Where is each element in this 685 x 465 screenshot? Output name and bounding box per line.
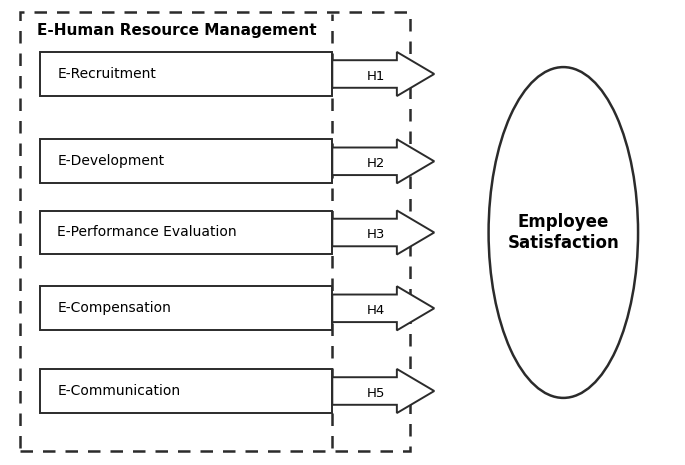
Text: E-Recruitment: E-Recruitment <box>57 67 156 81</box>
Text: E-Development: E-Development <box>57 154 164 168</box>
Bar <box>40 286 332 330</box>
Bar <box>20 12 410 451</box>
Bar <box>40 211 332 254</box>
Polygon shape <box>332 52 434 96</box>
Text: H3: H3 <box>366 228 385 241</box>
Polygon shape <box>332 369 434 413</box>
Text: E-Compensation: E-Compensation <box>57 301 171 315</box>
Polygon shape <box>332 139 434 183</box>
Bar <box>40 369 332 413</box>
Text: H5: H5 <box>366 387 385 400</box>
Polygon shape <box>332 211 434 254</box>
Ellipse shape <box>488 67 638 398</box>
Text: E-Communication: E-Communication <box>57 384 180 398</box>
Bar <box>40 52 332 96</box>
Text: E-Performance Evaluation: E-Performance Evaluation <box>57 226 237 239</box>
Text: H2: H2 <box>366 157 385 170</box>
Text: Employee
Satisfaction: Employee Satisfaction <box>508 213 619 252</box>
Text: E-Human Resource Management: E-Human Resource Management <box>37 23 316 39</box>
Bar <box>40 140 332 183</box>
Text: H1: H1 <box>366 70 385 83</box>
Polygon shape <box>332 286 434 330</box>
Text: H4: H4 <box>366 304 384 317</box>
